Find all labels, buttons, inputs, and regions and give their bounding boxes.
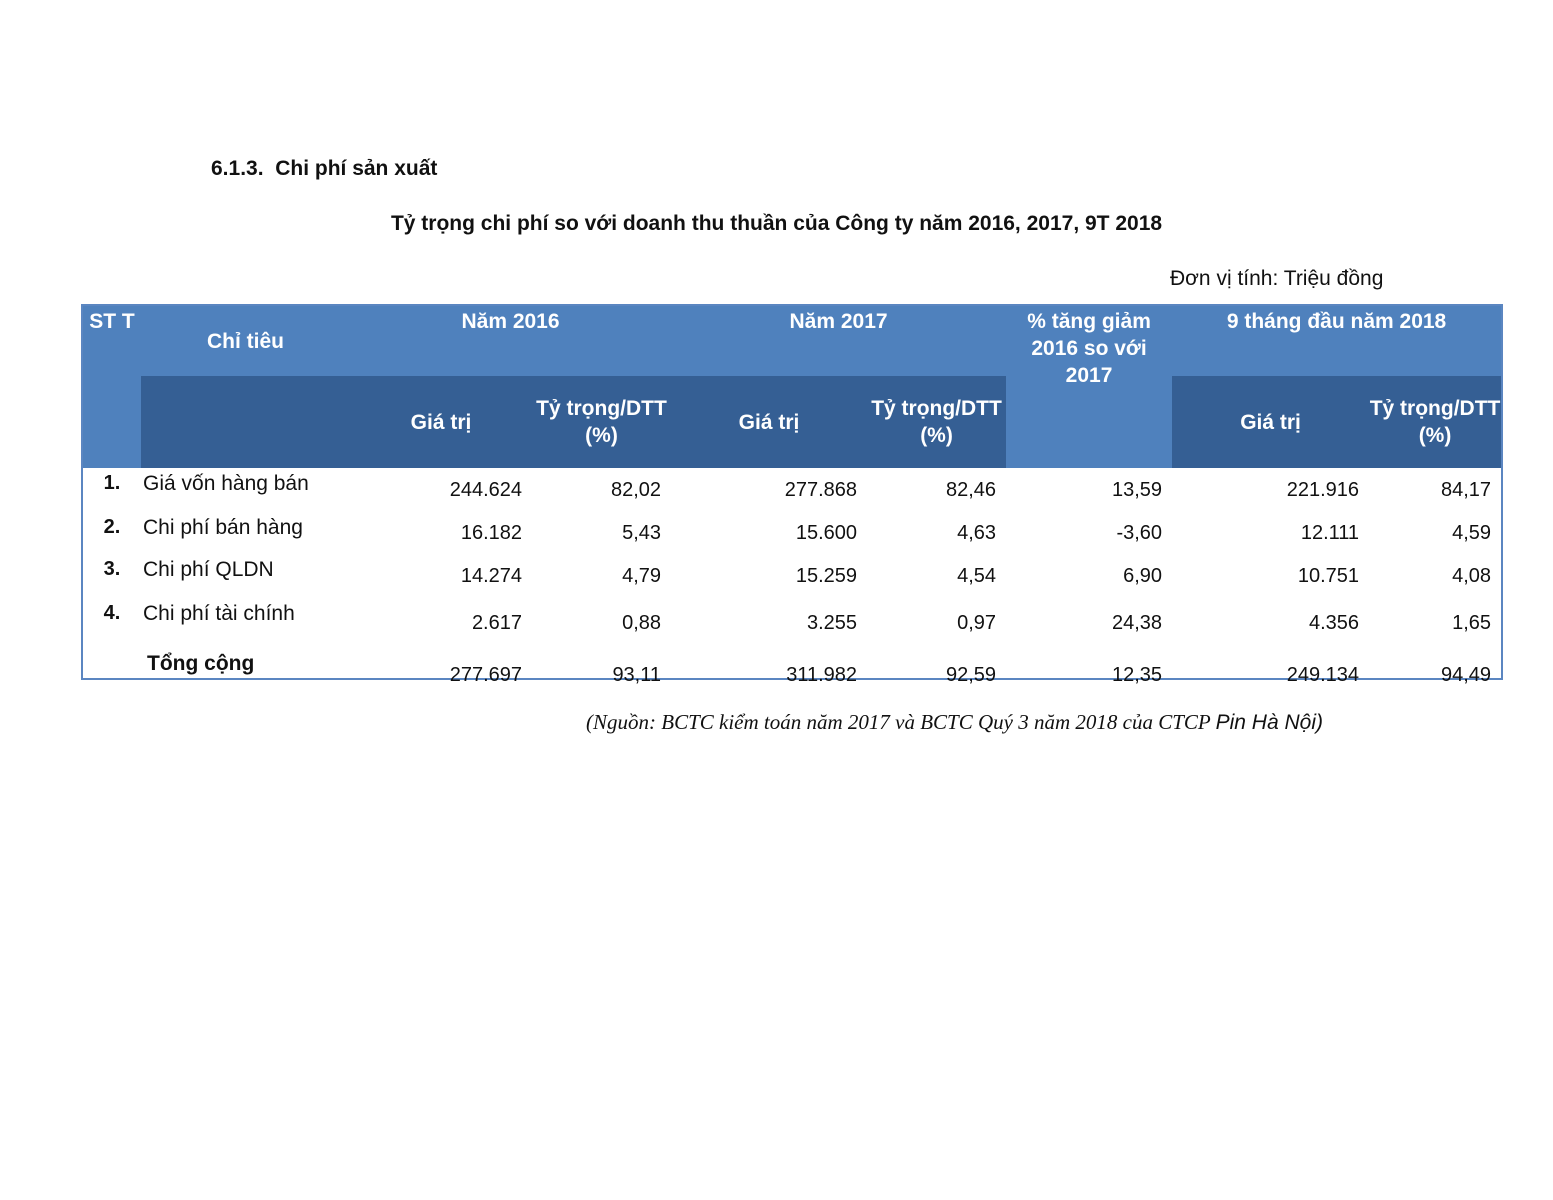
row-label: Chi phí tài chính [143,602,295,625]
row-stt: 4. [103,602,121,624]
total-stt-empty [83,648,141,702]
cell-value-2016: 14.274 [460,564,522,587]
cell-ratio-2017: 0,97 [957,611,997,634]
row-stt: 1. [103,472,121,494]
cell-ratio-2017: 4,54 [957,564,997,587]
row-stt: 3. [103,558,121,580]
total-change: 12,35 [1111,663,1163,686]
source-text: (Nguồn: BCTC kiểm toán năm 2017 và BCTC … [586,710,1216,734]
row-label: Giá vốn hàng bán [143,472,309,495]
total-value-2016: 277.697 [449,663,522,686]
cell-value-2017: 3.255 [806,611,858,634]
header-pct-change: % tăng giảm 2016 so với 2017 [1006,306,1173,468]
subheader-gia-tri-2016: Giá trị [350,376,532,468]
cell-ratio-2016: 0,88 [622,611,662,634]
cell-change: -3,60 [1116,521,1163,544]
cell-ratio-2016: 82,02 [610,478,662,501]
table-header-row: ST T Chỉ tiêu Năm 2016 Năm 2017 % tăng g… [83,306,1502,468]
subheader-gia-tri-2017: Giá trị [671,376,868,468]
subheader-ty-trong-2018: Tỷ trọng/DTT (%) [1369,376,1502,468]
cell-value-2016: 244.624 [449,478,522,501]
source-org: Pin Hà Nội) [1215,711,1323,734]
subheader-ty-trong-2016: Tỷ trọng/DTT (%) [532,376,672,468]
subheader-gia-tri-2018: Giá trị [1172,376,1370,468]
cell-ratio-2016: 4,79 [622,564,662,587]
table-total-row: Tổng cộng 277.697 93,11 311.982 92,59 12… [83,648,1501,702]
cell-value-2018: 12.111 [1300,521,1360,544]
cell-change: 13,59 [1111,478,1163,501]
cell-change: 24,38 [1111,611,1163,634]
table-row: 1. Giá vốn hàng bán 244.624 82,02 277.86… [83,468,1501,512]
unit-note: Đơn vị tính: Triệu đồng [1170,267,1384,290]
section-heading: 6.1.3. Chi phí sản xuất [211,157,438,180]
cell-ratio-2016: 5,43 [622,521,662,544]
cell-ratio-2018: 1,65 [1452,611,1492,634]
cell-ratio-2018: 4,59 [1452,521,1492,544]
cell-change: 6,90 [1123,564,1163,587]
cell-value-2017: 15.259 [795,564,858,587]
total-ratio-2017: 92,59 [945,663,997,686]
cell-ratio-2018: 84,17 [1440,478,1492,501]
cell-value-2016: 2.617 [471,611,522,634]
subheader-empty [141,376,350,468]
cell-value-2018: 221.916 [1286,478,1360,501]
cell-value-2018: 10.751 [1297,564,1360,587]
table-subheader-row: Giá trị Tỷ trọng/DTT (%) Giá trị Tỷ trọn… [83,376,1502,468]
cell-value-2018: 4.356 [1308,611,1360,634]
table-title: Tỷ trọng chi phí so với doanh thu thuần … [390,212,1163,235]
cost-ratio-table: ST T Chỉ tiêu Năm 2016 Năm 2017 % tăng g… [81,304,1503,686]
total-label: Tổng cộng [147,652,255,675]
row-stt: 2. [103,516,121,538]
table-row: 2. Chi phí bán hàng 16.182 5,43 15.600 4… [83,512,1501,554]
header-stt: ST T [83,306,141,468]
header-nam-2016: Năm 2016 [350,306,672,376]
cell-value-2016: 16.182 [460,521,522,544]
cell-value-2017: 277.868 [784,478,858,501]
row-label: Chi phí bán hàng [143,516,303,539]
total-ratio-2018: 94,49 [1440,663,1492,686]
row-label: Chi phí QLDN [143,558,274,581]
table-row: 4. Chi phí tài chính 2.617 0,88 3.255 0,… [83,598,1501,648]
header-chi-tieu: Chỉ tiêu [141,306,350,376]
cell-ratio-2017: 82,46 [945,478,997,501]
cell-value-2017: 15.600 [795,521,858,544]
source-note: (Nguồn: BCTC kiểm toán năm 2017 và BCTC … [586,710,1323,735]
header-nam-2017: Năm 2017 [671,306,1007,376]
subheader-ty-trong-2017: Tỷ trọng/DTT (%) [867,376,1007,468]
total-ratio-2016: 93,11 [612,663,662,686]
total-value-2018: 249.134 [1286,663,1360,686]
cell-ratio-2017: 4,63 [957,521,997,544]
cell-ratio-2018: 4,08 [1452,564,1492,587]
header-9-thang-2018: 9 tháng đầu năm 2018 [1172,306,1502,376]
table-row: 3. Chi phí QLDN 14.274 4,79 15.259 4,54 … [83,554,1501,598]
total-value-2017: 311.982 [786,663,858,686]
